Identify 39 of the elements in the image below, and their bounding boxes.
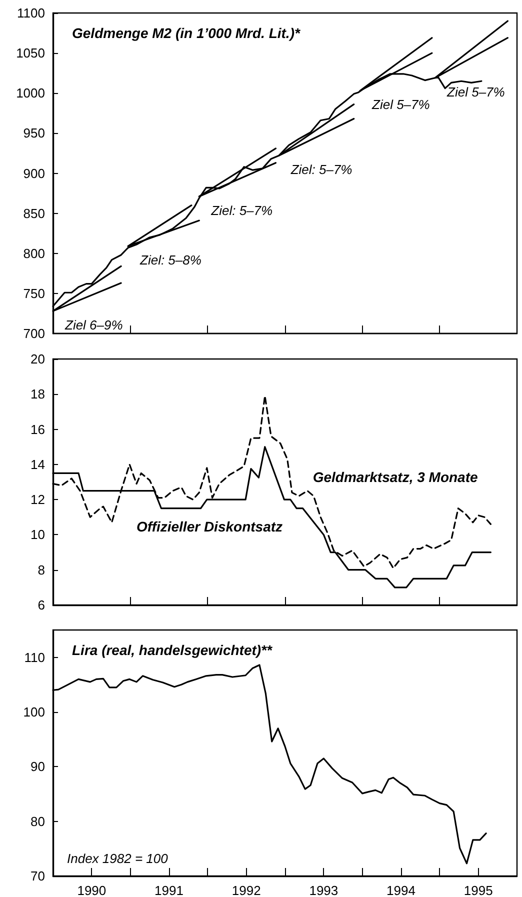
y-tick-label: 700 — [23, 326, 45, 341]
annotation: Index 1982 = 100 — [67, 851, 169, 866]
x-tick-label: 1990 — [77, 883, 106, 897]
y-tick-label: 90 — [30, 759, 45, 774]
y-tick-label: 1000 — [16, 86, 45, 101]
x-tick-label: 1993 — [309, 883, 338, 897]
text: Lira (real, handelsgewichtet)** — [72, 642, 272, 658]
y-tick-label: 900 — [23, 166, 45, 181]
series-label: Offizieller Diskontsatz — [136, 518, 283, 534]
y-tick-label: 14 — [30, 456, 45, 472]
y-tick-label: 20 — [30, 352, 45, 366]
y-tick-label: 16 — [30, 422, 45, 437]
x-tick-label: 1995 — [464, 883, 493, 897]
y-tick-label: 6 — [38, 598, 45, 612]
text: Geldmenge M2 (in 1’000 Mrd. Lit.)* — [72, 25, 300, 41]
series-label: Ziel: 5–7% — [210, 202, 273, 218]
series-label: Ziel 6–9% — [64, 318, 123, 333]
y-tick-label: 8 — [38, 562, 45, 578]
y-tick-label: 10 — [30, 527, 45, 542]
x-tick-label: 1991 — [154, 883, 184, 897]
y-tick-label: 12 — [30, 492, 45, 508]
series-label: Ziel 5–7% — [371, 97, 430, 112]
y-tick-label: 18 — [30, 386, 45, 402]
x-tick-label: 1994 — [386, 883, 416, 897]
y-tick-label: 1100 — [17, 6, 45, 20]
y-tick-label: 100 — [23, 704, 45, 720]
x-tick-label: 1992 — [232, 883, 261, 897]
y-tick-label: 950 — [23, 126, 45, 141]
y-tick-label: 70 — [30, 868, 45, 884]
y-tick-label: 110 — [24, 650, 45, 665]
y-tick-label: 800 — [23, 246, 45, 261]
y-tick-label: 80 — [30, 814, 45, 829]
y-tick-label: 1050 — [16, 46, 45, 61]
series-label: Ziel: 5–8% — [139, 252, 202, 268]
series-label: Geldmarktsatz, 3 Monate — [312, 469, 478, 486]
y-tick-label: 850 — [23, 206, 45, 221]
series-label: Ziel: 5–7% — [290, 162, 352, 178]
series-label: Ziel 5–7% — [446, 84, 505, 100]
y-tick-label: 750 — [23, 286, 45, 301]
